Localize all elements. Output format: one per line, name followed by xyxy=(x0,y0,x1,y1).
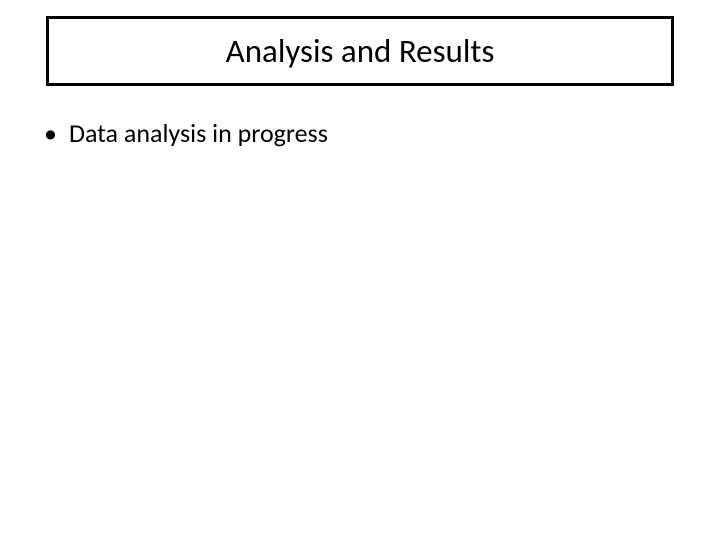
slide-title: Analysis and Results xyxy=(226,31,495,71)
bullet-marker: • xyxy=(44,118,57,149)
title-box: Analysis and Results xyxy=(46,16,674,86)
bullet-text: Data analysis in progress xyxy=(69,118,328,149)
bullet-list: • Data analysis in progress xyxy=(36,118,328,149)
list-item: • Data analysis in progress xyxy=(36,118,328,149)
